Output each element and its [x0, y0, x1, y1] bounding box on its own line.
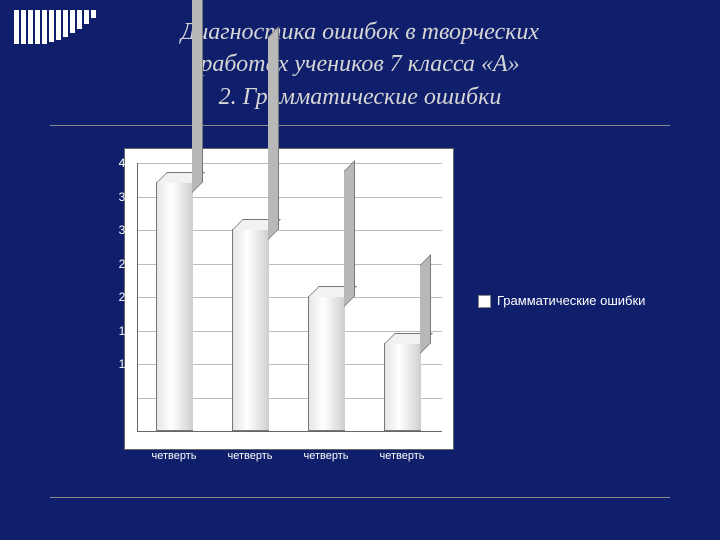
y-axis-label: 30	[102, 223, 138, 237]
title-line-2: работах учеников 7 класса «А»	[0, 48, 720, 80]
x-axis-label: 2четверть	[220, 431, 280, 463]
bar-chart: 05101520253035401четверть2четверть3четве…	[124, 148, 454, 450]
y-axis-label: 0	[102, 424, 138, 438]
y-axis-label: 5	[102, 391, 138, 405]
divider-bottom	[50, 497, 670, 498]
x-axis-label: 4четверть	[372, 431, 432, 463]
y-axis-label: 10	[102, 357, 138, 371]
chart-plot-area: 05101520253035401четверть2четверть3четве…	[137, 163, 442, 432]
y-axis-label: 20	[102, 290, 138, 304]
gridline	[138, 163, 442, 164]
y-axis-label: 15	[102, 324, 138, 338]
slide: Диагностика ошибок в творческих работах …	[0, 0, 720, 540]
legend-swatch	[478, 295, 491, 308]
legend-label: Грамматические ошибки	[497, 293, 645, 309]
title-line-3: 2. Грамматические ошибки	[0, 81, 720, 113]
divider-top	[50, 125, 670, 126]
bar	[232, 220, 278, 431]
chart-legend: Грамматические ошибки	[478, 293, 645, 309]
title-line-1: Диагностика ошибок в творческих	[0, 16, 720, 48]
x-axis-label: 1четверть	[144, 431, 204, 463]
y-axis-label: 35	[102, 190, 138, 204]
bar	[308, 287, 354, 431]
bar	[384, 334, 430, 431]
y-axis-label: 40	[102, 156, 138, 170]
bar	[156, 173, 202, 431]
y-axis-label: 25	[102, 257, 138, 271]
slide-title: Диагностика ошибок в творческих работах …	[0, 16, 720, 113]
x-axis-label: 3четверть	[296, 431, 356, 463]
